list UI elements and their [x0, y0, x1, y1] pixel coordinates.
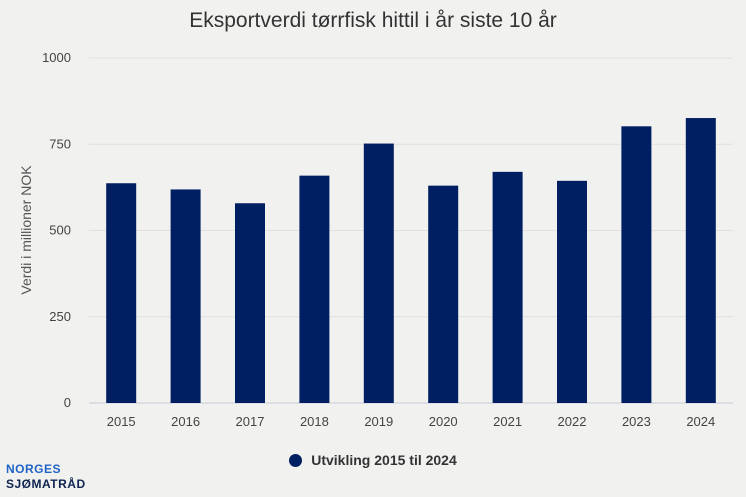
- bar-2020[interactable]: [428, 185, 459, 403]
- x-tick-label: 2019: [364, 414, 393, 429]
- x-tick-label: 2018: [300, 414, 329, 429]
- logo-line-1: NORGES: [6, 462, 62, 476]
- bar-2023[interactable]: [621, 126, 652, 403]
- y-axis-label: Verdi i millioner NOK: [18, 165, 34, 295]
- bar-2018[interactable]: [299, 175, 330, 403]
- y-tick-label: 0: [64, 395, 71, 410]
- bar-2015[interactable]: [106, 183, 137, 403]
- y-axis-ticks: 0 250 500 750 1000: [42, 50, 71, 410]
- legend[interactable]: Utvikling 2015 til 2024: [0, 452, 746, 468]
- bar-2016[interactable]: [170, 189, 201, 403]
- y-tick-label: 500: [49, 223, 71, 238]
- bar-2021[interactable]: [492, 171, 523, 403]
- bar-2024[interactable]: [685, 118, 716, 403]
- y-tick-label: 250: [49, 309, 71, 324]
- x-tick-label: 2021: [493, 414, 522, 429]
- x-axis-ticks: 2015 2016 2017 2018 2019 2020 2021 2022 2023 2024: [107, 414, 716, 429]
- bar-2017[interactable]: [235, 203, 265, 403]
- legend-label: Utvikling 2015 til 2024: [311, 452, 457, 468]
- x-tick-label: 2024: [686, 414, 715, 429]
- logo-line-2: SJØMATRÅD: [6, 477, 86, 491]
- x-tick-label: 2017: [236, 414, 265, 429]
- bar-2019[interactable]: [363, 143, 394, 403]
- bars: [106, 118, 716, 403]
- x-tick-label: 2022: [558, 414, 587, 429]
- x-tick-label: 2023: [622, 414, 651, 429]
- x-tick-label: 2020: [429, 414, 458, 429]
- legend-marker-icon: [289, 453, 303, 467]
- bar-2022[interactable]: [557, 180, 587, 403]
- chart-title: Eksportverdi tørrfisk hittil i år siste …: [189, 9, 557, 32]
- y-tick-label: 1000: [42, 50, 71, 65]
- logo: NORGES SJØMATRÅD: [6, 462, 86, 492]
- y-tick-label: 750: [49, 136, 71, 151]
- x-tick-label: 2015: [107, 414, 136, 429]
- x-tick-label: 2016: [171, 414, 200, 429]
